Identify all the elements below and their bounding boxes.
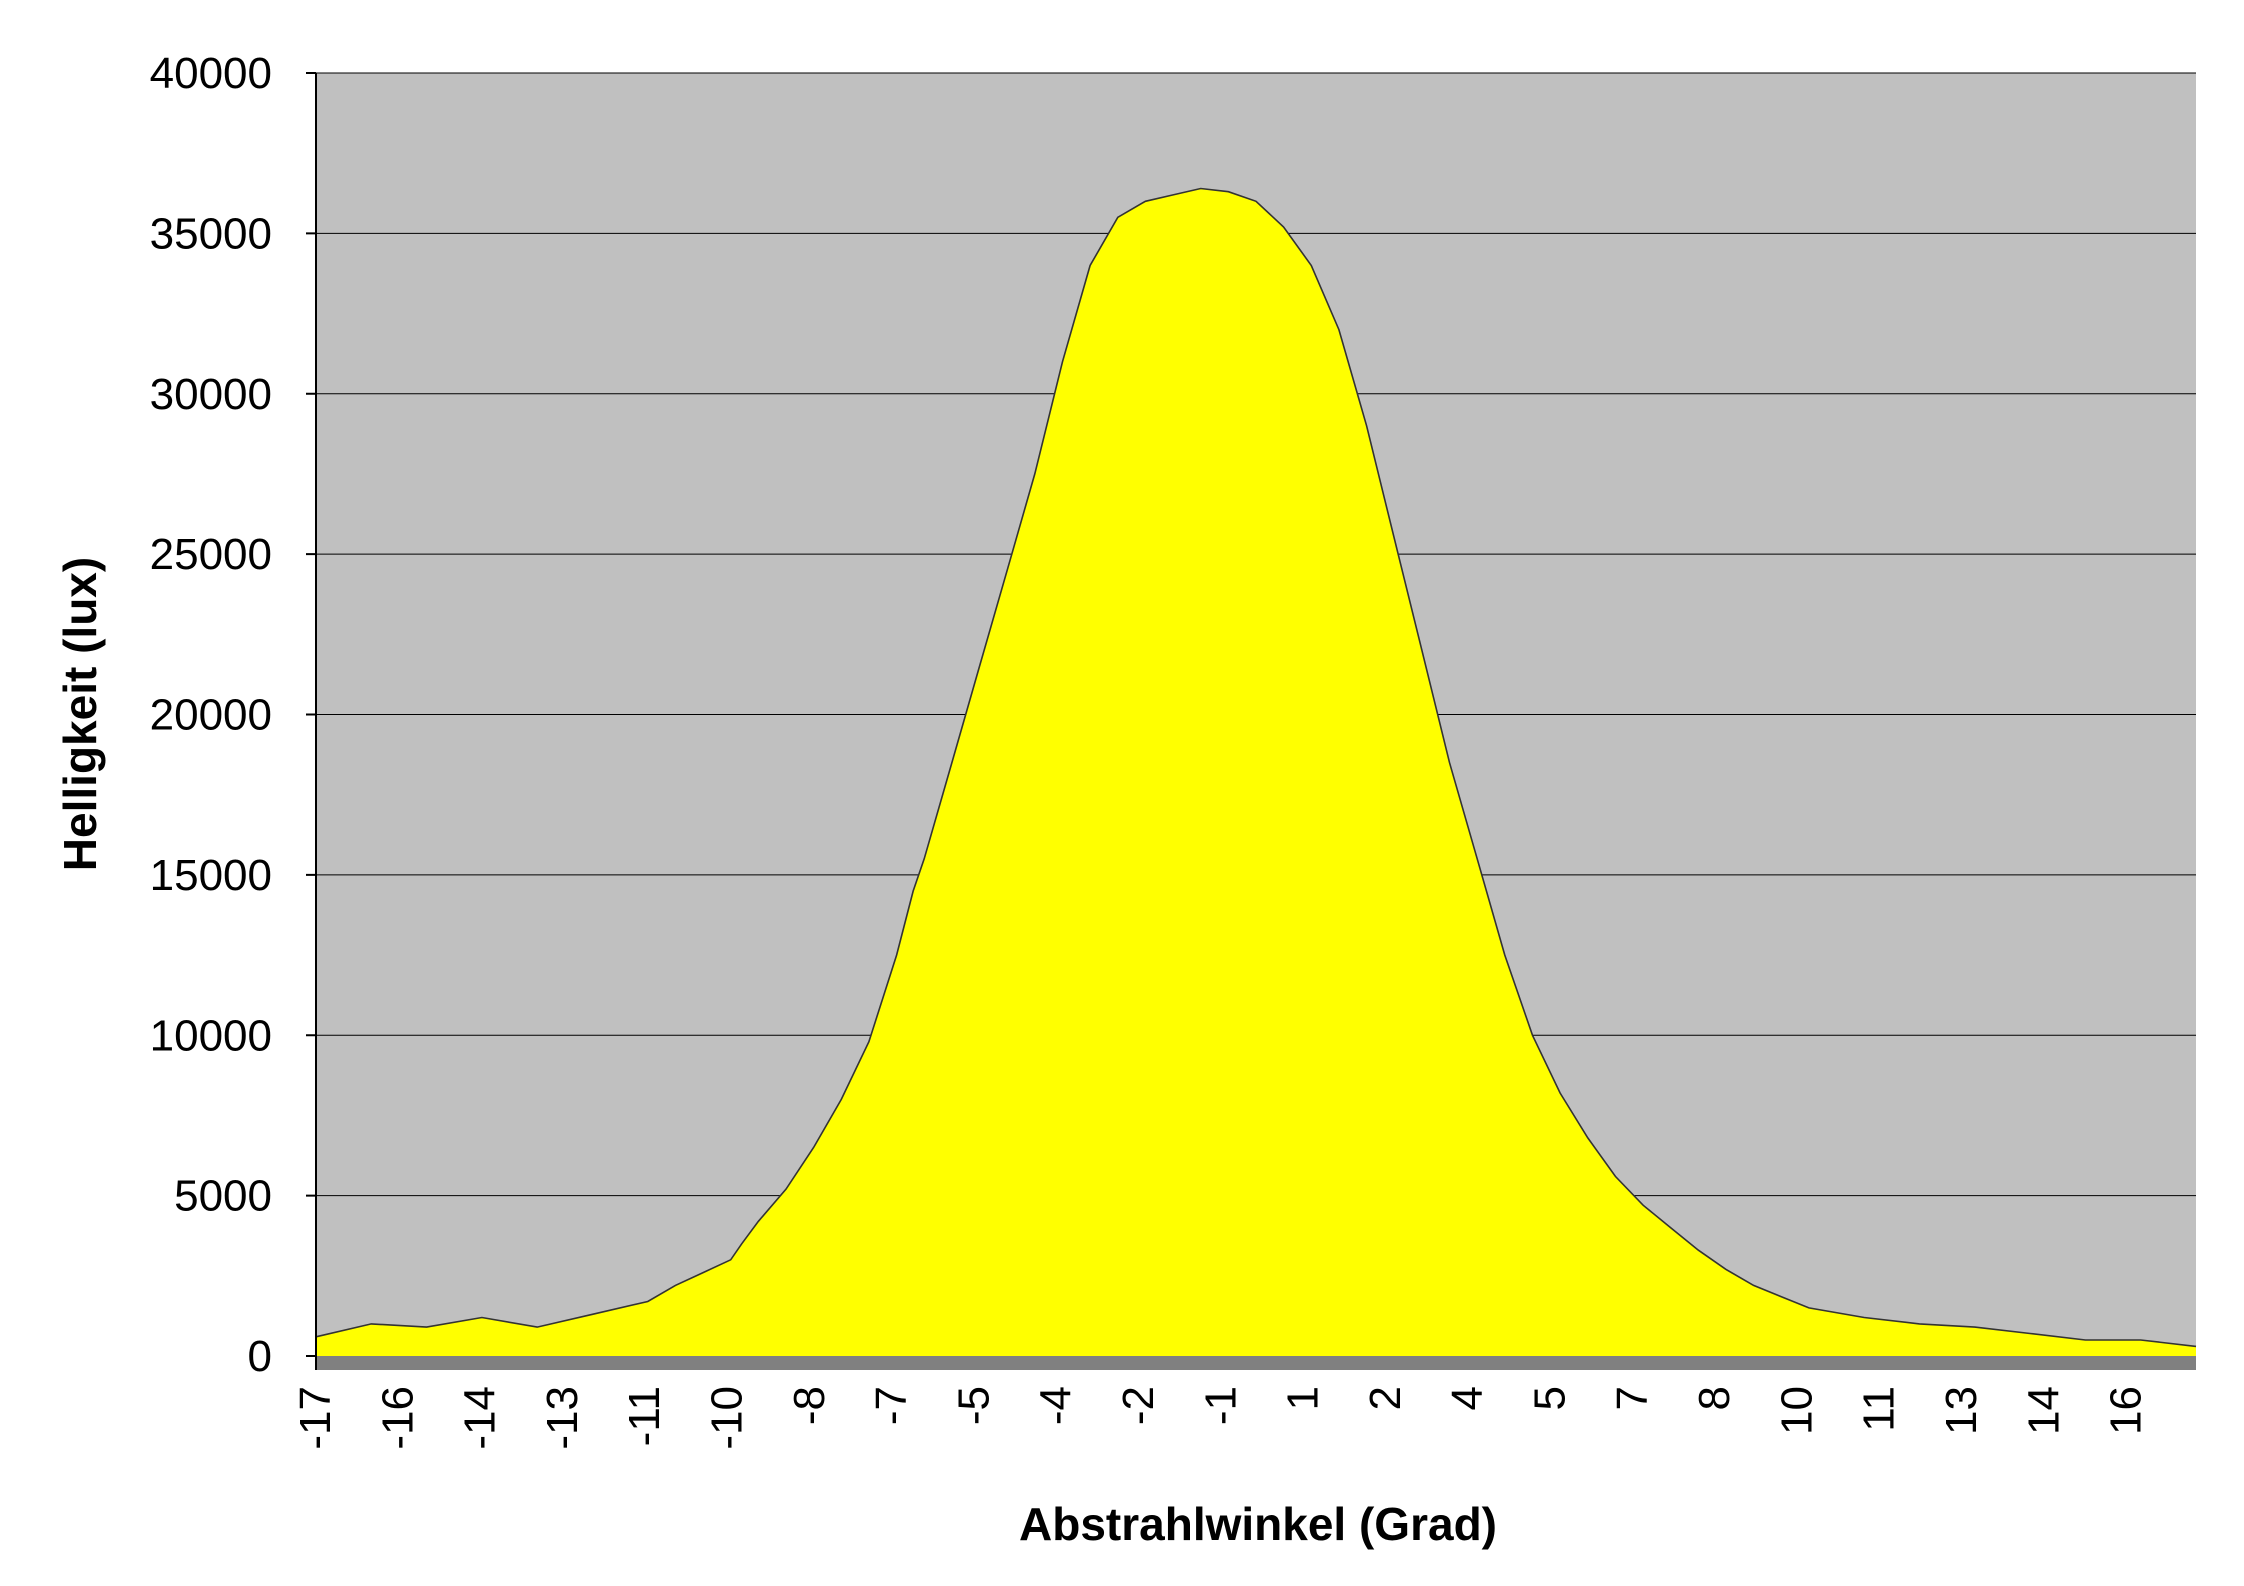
x-tick-label: 7 xyxy=(1608,1386,1657,1410)
x-tick-label: -10 xyxy=(703,1386,752,1450)
x-tick-label: -8 xyxy=(785,1386,834,1425)
y-tick-label: 0 xyxy=(248,1332,272,1381)
y-tick-label: 40000 xyxy=(150,49,272,98)
y-tick-label: 30000 xyxy=(150,370,272,419)
y-tick-label: 35000 xyxy=(150,209,272,258)
x-tick-label: 1 xyxy=(1279,1386,1328,1410)
x-tick-label: 13 xyxy=(1937,1386,1986,1435)
x-tick-label: -5 xyxy=(949,1386,998,1425)
x-tick-label: -4 xyxy=(1032,1386,1081,1425)
x-tick-label: -7 xyxy=(867,1386,916,1425)
data-line xyxy=(315,187,2197,1348)
x-tick-label: 11 xyxy=(1855,1386,1904,1432)
x-tick-labels: -17 -16 -14 -13 -11 -10 -8 -7 -5 -4 -2 -1 1 2 4 5 7 8 10 11… xyxy=(291,1386,2151,1450)
x-tick-label: -17 xyxy=(291,1386,340,1450)
x-tick-label: -1 xyxy=(1196,1386,1245,1425)
x-tick-label: 4 xyxy=(1443,1386,1492,1410)
data-area xyxy=(316,188,2196,1356)
x-tick-label: 14 xyxy=(2019,1386,2068,1435)
x-tick-label: 16 xyxy=(2102,1386,2151,1435)
y-tick-labels: 0 5000 10000 15000 20000 25000 30000 35000 40000 xyxy=(150,49,316,1381)
y-tick-label: 25000 xyxy=(150,530,272,579)
y-axis-title: Helligkeit (lux) xyxy=(54,557,106,871)
y-tick-label: 5000 xyxy=(174,1172,272,1221)
x-tick-label: 8 xyxy=(1690,1386,1739,1410)
x-tick-label: -11 xyxy=(620,1386,669,1446)
y-tick-label: 15000 xyxy=(150,851,272,900)
x-tick-label: -13 xyxy=(538,1386,587,1450)
y-tick-label: 10000 xyxy=(150,1011,272,1060)
x-axis-title: Abstrahlwinkel (Grad) xyxy=(1019,1498,1497,1550)
x-tick-label: 2 xyxy=(1361,1386,1410,1410)
x-tick-label: -2 xyxy=(1114,1386,1163,1425)
plot-floor xyxy=(316,1356,2196,1370)
y-tick-label: 20000 xyxy=(150,691,272,740)
x-tick-label: 10 xyxy=(1772,1386,1821,1435)
x-tick-label: 5 xyxy=(1526,1386,1575,1410)
x-tick-label: -16 xyxy=(373,1386,422,1450)
x-tick-label: -14 xyxy=(456,1386,505,1450)
